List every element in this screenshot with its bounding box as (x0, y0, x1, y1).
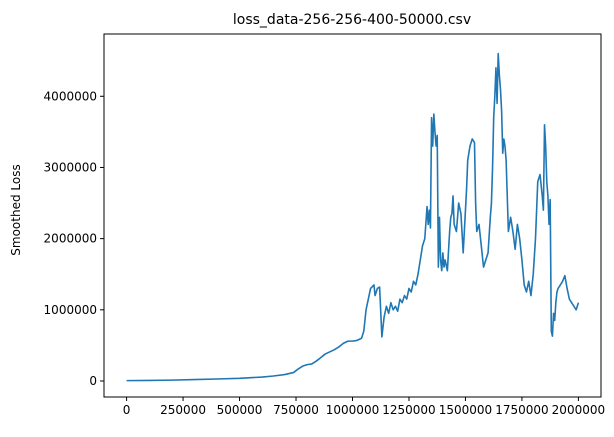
x-tick-label: 1750000 (495, 403, 548, 417)
y-tick-label: 0 (89, 374, 97, 388)
x-axis: 0 250000 500000 750000 1000000 1250000 1500000… (123, 397, 605, 417)
x-tick-label: 1500000 (439, 403, 492, 417)
y-tick-label: 2000000 (44, 232, 97, 246)
plot-frame (103, 33, 602, 398)
series-line-0 (126, 52, 580, 382)
x-tick-label: 250000 (160, 403, 206, 417)
x-tick-label: 0 (123, 403, 131, 417)
x-tick-label: 750000 (273, 403, 319, 417)
x-tick-label: 1250000 (382, 403, 435, 417)
y-tick-label: 1000000 (44, 303, 97, 317)
y-axis-label: Smoothed Loss (9, 164, 23, 255)
plot-area (126, 52, 580, 382)
y-tick-label: 4000000 (44, 89, 97, 103)
chart-title: loss_data-256-256-400-50000.csv (233, 12, 471, 28)
y-axis: 0 1000000 2000000 3000000 4000000 (44, 89, 104, 388)
x-tick-label: 2000000 (552, 403, 605, 417)
x-tick-label: 500000 (217, 403, 263, 417)
x-tick-label: 1000000 (326, 403, 379, 417)
y-tick-label: 3000000 (44, 160, 97, 174)
